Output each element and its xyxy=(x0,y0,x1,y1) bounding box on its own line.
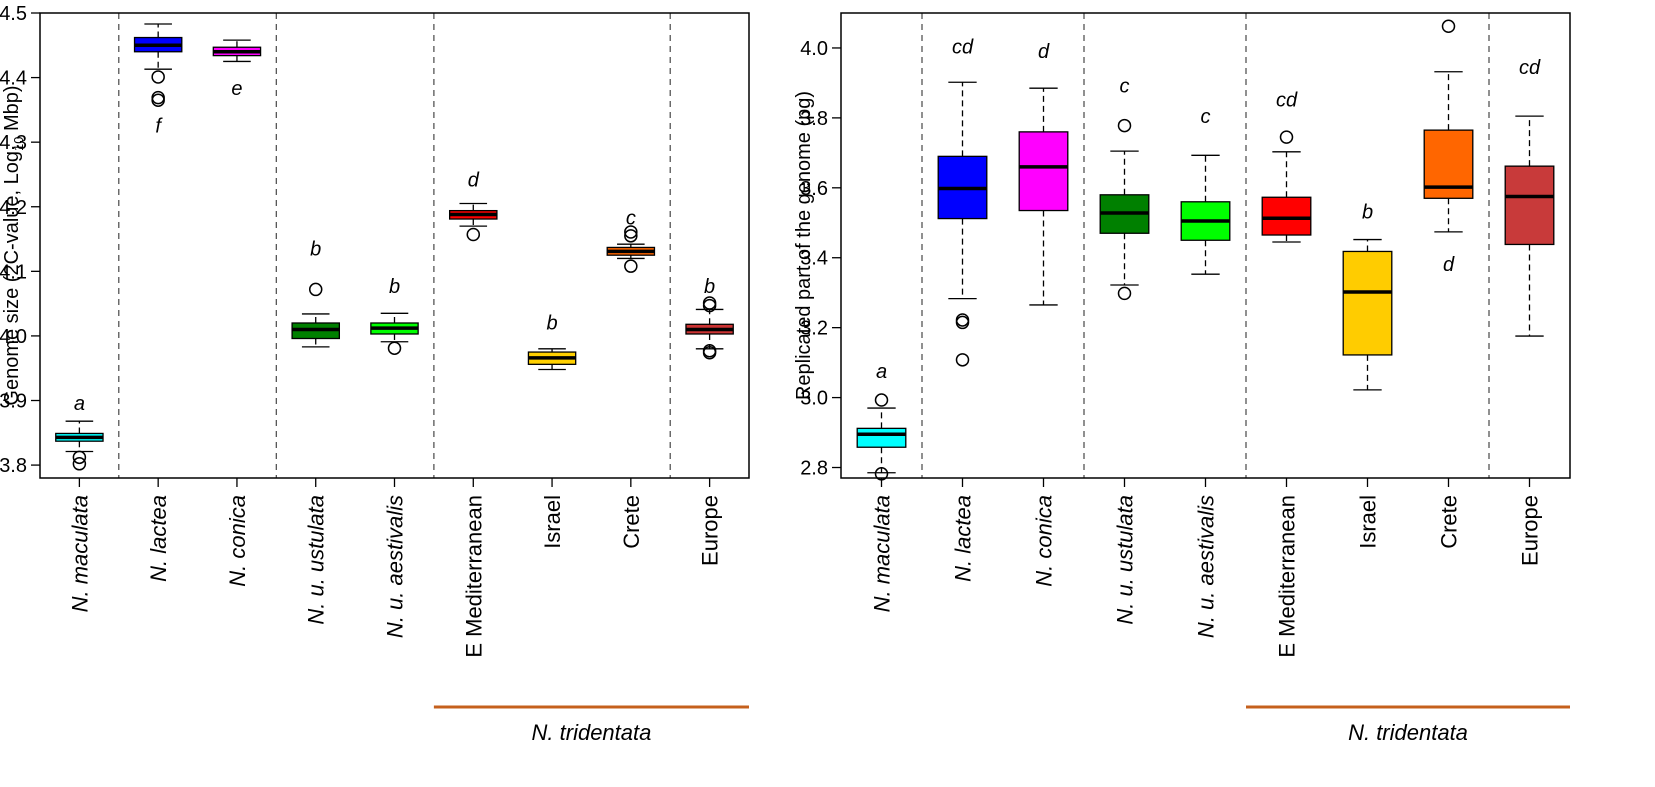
outlier-point xyxy=(72,457,87,471)
y-tick-label: 4.5 xyxy=(0,3,27,25)
x-tick-label: Europe xyxy=(1518,495,1543,566)
significance-letter: d xyxy=(1443,254,1455,276)
y-tick-label: 3.0 xyxy=(800,388,828,410)
tridentata-group-label: N. tridentata xyxy=(532,720,652,745)
box-8 xyxy=(1504,165,1555,246)
outlier-point xyxy=(702,296,717,310)
significance-letter: a xyxy=(74,393,85,415)
plot-frame xyxy=(39,12,750,479)
x-tick-label: N. conica xyxy=(1032,495,1057,587)
y-tick-label: 4.1 xyxy=(0,261,27,283)
y-axis-title-part: Mbp) xyxy=(1,85,23,136)
significance-letter: c xyxy=(1201,106,1211,128)
x-tick-label: E Mediterranean xyxy=(461,495,486,658)
significance-letter: cd xyxy=(952,37,974,59)
outlier-point xyxy=(308,282,323,297)
y-tick-label: 3.2 xyxy=(800,318,828,340)
outlier-point xyxy=(1441,19,1456,34)
x-tick-label: N. conica xyxy=(225,495,250,587)
significance-letter: b xyxy=(310,239,321,261)
replicated-genome-panel: 2.8 3.0 3.2 3.4 3.6 3.8 4.0 Replicated part of … xyxy=(793,12,1571,745)
outlier-point xyxy=(387,341,402,355)
significance-letter: d xyxy=(468,170,480,192)
outlier-point xyxy=(1117,118,1132,133)
x-tick-label: E Mediterranean xyxy=(1275,495,1300,658)
x-tick-label: N. maculata xyxy=(67,495,92,612)
box-2 xyxy=(1018,131,1069,212)
genome-size-panel: 3.8 3.9 4.0 4.1 4.2 4.3 4.4 4.5 Genome size (2C-… xyxy=(0,3,750,745)
box-0 xyxy=(856,427,907,448)
significance-letter: cd xyxy=(1519,57,1541,79)
outlier-point xyxy=(955,315,970,330)
significance-letter: a xyxy=(876,361,887,383)
y-tick-label: 3.8 xyxy=(800,108,828,130)
x-tick-label: N. u. ustulata xyxy=(1113,495,1138,625)
outlier-point xyxy=(72,450,87,465)
outlier-point xyxy=(151,70,165,84)
y-tick-label: 4.0 xyxy=(800,38,828,60)
y-axis-title-part: Replicated part of the genome (pg) xyxy=(793,91,815,400)
x-tick-label: N. lactea xyxy=(146,495,171,582)
outlier-point xyxy=(874,393,889,407)
significance-letter: cd xyxy=(1276,89,1298,111)
significance-letter: d xyxy=(1038,41,1050,63)
plot-frame xyxy=(840,12,1571,479)
significance-letter: b xyxy=(546,312,557,334)
outlier-point xyxy=(624,225,638,239)
x-tick-label: N. u. aestivalis xyxy=(383,495,408,638)
y-tick-label: 4.4 xyxy=(0,68,27,90)
outlier-point xyxy=(955,353,970,367)
y-tick-label: 3.8 xyxy=(0,455,27,477)
box-5 xyxy=(1261,196,1312,236)
x-tick-label: N. lactea xyxy=(951,495,976,582)
significance-letter: c xyxy=(626,208,636,230)
x-tick-label: Crete xyxy=(619,495,644,549)
significance-letter: c xyxy=(1120,76,1130,98)
y-axis-title: Replicated part of the genome (pg) xyxy=(793,91,815,400)
significance-letter: e xyxy=(231,78,242,100)
outlier-point xyxy=(702,345,717,360)
box-6 xyxy=(1342,250,1393,356)
significance-letter: f xyxy=(155,115,163,137)
x-tick-label: Israel xyxy=(1356,495,1381,549)
outlier-point xyxy=(624,259,638,273)
x-tick-label: Europe xyxy=(698,495,723,566)
y-axis-title-part: 10 xyxy=(11,137,26,151)
tridentata-group-label: N. tridentata xyxy=(1348,720,1468,745)
y-tick-label: 3.4 xyxy=(800,248,828,270)
significance-letter: b xyxy=(704,276,715,298)
outlier-point xyxy=(1279,130,1294,144)
y-tick-label: 4.3 xyxy=(0,132,27,154)
y-tick-label: 4.2 xyxy=(0,197,27,219)
significance-letter: b xyxy=(389,276,400,298)
x-tick-label: N. u. aestivalis xyxy=(1194,495,1219,638)
outlier-point xyxy=(151,90,165,105)
y-tick-label: 2.8 xyxy=(800,458,828,480)
y-tick-label: 3.6 xyxy=(800,178,828,200)
x-tick-label: N. maculata xyxy=(870,495,895,612)
y-tick-label: 4.0 xyxy=(0,326,27,348)
x-tick-label: Israel xyxy=(540,495,565,549)
outlier-point xyxy=(466,227,481,242)
y-axis-title-part: Genome size (2C-value, Log xyxy=(1,151,23,406)
significance-letter: b xyxy=(1362,202,1373,224)
outlier-point xyxy=(151,93,165,107)
outlier-point xyxy=(624,229,638,243)
x-tick-label: N. u. ustulata xyxy=(304,495,329,625)
x-tick-label: Crete xyxy=(1437,495,1462,549)
y-axis-title: Genome size (2C-value, Log10 Mbp) xyxy=(1,85,26,405)
outlier-point xyxy=(1117,286,1132,301)
y-tick-label: 3.9 xyxy=(0,391,27,413)
